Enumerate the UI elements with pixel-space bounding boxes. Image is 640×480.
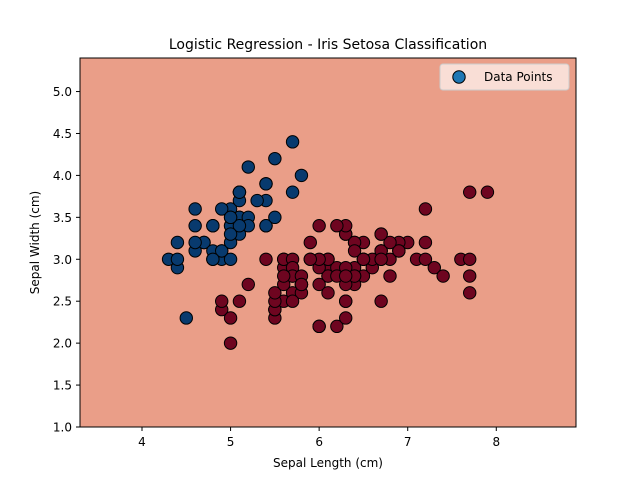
data-point-setosa-41 xyxy=(179,311,193,325)
data-point-setosa-49 xyxy=(223,227,238,241)
data-point-setosa-42 xyxy=(170,235,185,250)
data-point-other-94 xyxy=(374,227,388,241)
data-point-other-40 xyxy=(268,286,282,300)
data-point-other-79 xyxy=(418,252,433,266)
data-point-other-68 xyxy=(463,286,477,300)
data-point-other-84 xyxy=(321,286,335,300)
data-point-setosa-14 xyxy=(294,168,309,183)
data-point-setosa-15 xyxy=(285,135,300,149)
y-tick-label: 2.5 xyxy=(53,295,72,309)
data-point-other-75 xyxy=(418,235,433,250)
data-point-other-91 xyxy=(392,244,406,258)
data-point-setosa-46 xyxy=(232,185,247,199)
data-point-other-10 xyxy=(223,336,238,350)
data-point-other-96 xyxy=(339,294,353,308)
data-point-setosa-25 xyxy=(223,252,238,266)
data-point-other-63 xyxy=(285,294,300,308)
data-point-other-83 xyxy=(339,269,353,283)
y-axis: 1.0 1.5 2.0 2.5 3.0 3.5 4.0 4.5 5.0 xyxy=(53,85,80,435)
data-point-other-87 xyxy=(347,244,362,258)
data-point-setosa-37 xyxy=(215,202,229,216)
data-point-setosa-18 xyxy=(285,185,300,199)
data-point-setosa-34 xyxy=(215,244,229,258)
data-point-other-37 xyxy=(339,311,353,325)
y-axis-label: Sepal Width (cm) xyxy=(28,191,42,294)
x-tick-label: 8 xyxy=(492,435,500,449)
data-point-other-81 xyxy=(480,185,495,199)
data-point-other-85 xyxy=(463,252,477,266)
data-point-other-58 xyxy=(374,294,388,308)
data-point-other-95 xyxy=(374,252,388,266)
data-point-setosa-32 xyxy=(241,160,255,174)
data-point-setosa-31 xyxy=(259,219,273,233)
y-tick-label: 1.5 xyxy=(53,379,72,393)
data-point-setosa-24 xyxy=(206,219,220,233)
x-tick-label: 6 xyxy=(315,435,323,449)
data-point-other-59 xyxy=(418,202,433,216)
data-point-setosa-45 xyxy=(206,252,220,266)
y-tick-label: 4.0 xyxy=(53,169,72,183)
legend-marker xyxy=(452,70,466,84)
x-axis: 4 5 6 7 8 xyxy=(138,427,500,449)
data-point-other-34 xyxy=(259,252,273,266)
data-point-other-80 xyxy=(436,269,450,283)
x-axis-label: Sepal Length (cm) xyxy=(273,456,383,470)
y-tick-label: 1.0 xyxy=(53,421,72,435)
data-point-setosa-22 xyxy=(188,202,202,216)
plot-frame xyxy=(79,57,577,428)
data-point-other-9 xyxy=(241,277,255,292)
data-point-other-26 xyxy=(383,269,397,283)
data-point-other-18 xyxy=(330,319,344,334)
data-point-other-35 xyxy=(312,219,326,233)
data-point-other-69 xyxy=(312,319,326,334)
x-tick-label: 4 xyxy=(138,435,146,449)
data-point-other-67 xyxy=(463,185,477,199)
y-tick-label: 3.0 xyxy=(53,253,72,267)
data-point-other-20 xyxy=(303,235,317,250)
data-point-setosa-16 xyxy=(259,177,273,191)
data-point-other-33 xyxy=(312,277,326,292)
data-point-setosa-38 xyxy=(170,252,185,266)
data-point-setosa-6 xyxy=(188,219,202,233)
data-point-other-98 xyxy=(330,219,344,233)
data-points xyxy=(161,135,495,350)
data-point-other-48 xyxy=(232,294,247,308)
legend-box xyxy=(439,63,570,91)
data-point-other-43 xyxy=(223,311,238,325)
y-tick-label: 5.0 xyxy=(53,85,72,99)
y-tick-label: 3.5 xyxy=(53,211,72,225)
data-point-other-72 xyxy=(463,269,477,283)
y-tick-label: 2.0 xyxy=(53,337,72,351)
legend-label: Data Points xyxy=(484,70,553,84)
data-point-setosa-48 xyxy=(250,193,264,208)
data-point-setosa-47 xyxy=(188,235,202,250)
data-point-other-93 xyxy=(383,235,397,250)
decision-region-background xyxy=(80,58,576,427)
legend: Data Points xyxy=(439,63,570,91)
data-point-setosa-39 xyxy=(232,219,247,233)
data-point-other-99 xyxy=(303,252,317,266)
data-point-other-56 xyxy=(215,294,229,308)
data-point-other-92 xyxy=(294,277,309,292)
y-tick-label: 4.5 xyxy=(53,127,72,141)
data-point-other-97 xyxy=(356,252,371,266)
chart-title: Logistic Regression - Iris Setosa Classi… xyxy=(169,37,487,53)
x-tick-label: 5 xyxy=(227,435,235,449)
x-tick-label: 7 xyxy=(404,435,412,449)
data-point-other-57 xyxy=(427,260,441,275)
data-point-setosa-36 xyxy=(268,210,282,225)
data-point-other-71 xyxy=(277,269,291,283)
data-point-setosa-43 xyxy=(223,210,238,225)
data-point-setosa-33 xyxy=(268,151,282,166)
